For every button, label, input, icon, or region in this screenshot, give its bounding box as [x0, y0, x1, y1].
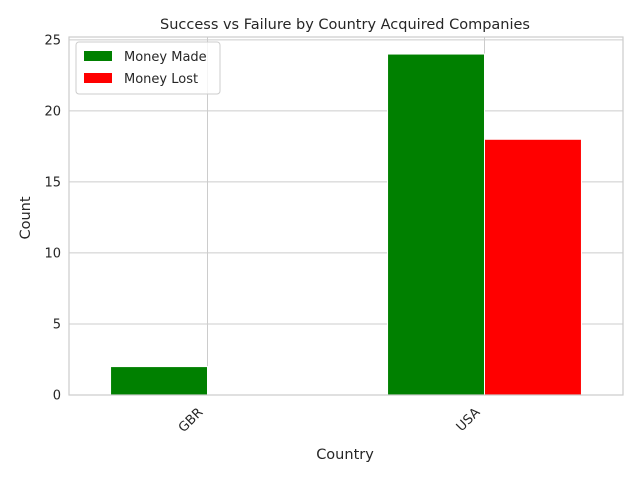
x-axis-label: Country [316, 447, 374, 463]
bars [110, 53, 582, 396]
legend-label-money-lost: Money Lost [124, 72, 198, 87]
y-tick-label: 5 [53, 317, 61, 332]
y-tick-label: 15 [44, 175, 61, 190]
y-axis-label: Count [18, 196, 34, 239]
axes-border [68, 36, 624, 396]
legend-swatch-money-lost [84, 73, 112, 83]
chart-title: Success vs Failure by Country Acquired C… [160, 17, 530, 33]
y-tick-label: 20 [44, 104, 61, 119]
bar-money-made-gbr [110, 366, 208, 396]
legend-swatch-money-made [84, 51, 112, 61]
legend: Money Made Money Lost [75, 41, 221, 95]
y-tick-label: 25 [44, 33, 61, 48]
bar-money-made-usa [387, 53, 485, 396]
legend-label-money-made: Money Made [124, 50, 207, 65]
y-tick-label: 0 [53, 389, 61, 404]
plot-frame [68, 36, 624, 396]
y-tick-labels: 0 5 10 15 20 25 [44, 33, 61, 403]
bar-money-lost-usa [484, 138, 582, 396]
y-tick-label: 10 [44, 246, 61, 261]
